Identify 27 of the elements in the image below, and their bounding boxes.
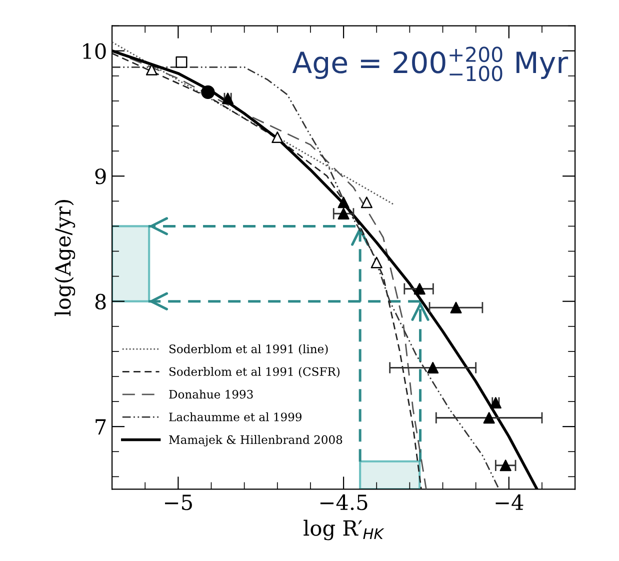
point: [450, 302, 462, 314]
point: [176, 56, 188, 68]
y-tick-label: 10: [83, 43, 106, 60]
point: [370, 256, 382, 268]
point: [483, 412, 495, 424]
legend-label: Soderblom et al 1991 (CSFR): [169, 367, 340, 378]
point: [427, 362, 439, 374]
y-tick-label: 9: [95, 168, 106, 184]
point: [360, 196, 372, 208]
point: [272, 131, 284, 144]
y-axis-title: log(Age/yr): [54, 200, 76, 316]
legend-label: Mamajek & Hillenbrand 2008: [169, 435, 342, 446]
point: [414, 283, 426, 295]
x-tick-label: −4.5: [320, 494, 368, 510]
y-tick-label: 7: [96, 419, 106, 434]
point: [201, 85, 215, 100]
y-tick-label: 8: [95, 294, 106, 310]
point: [338, 196, 350, 208]
annotation: Age = 200$^{+200}$$_{−100}$ Myr: [292, 46, 568, 82]
x-tick-label: −5: [165, 494, 192, 510]
point: [338, 208, 350, 220]
legend-label: Donahue 1993: [169, 390, 253, 399]
legend-label: Soderblom et al 1991 (line): [169, 344, 328, 355]
x-axis-title: log R′$_{HK}$: [304, 520, 384, 540]
point: [500, 460, 512, 472]
x-tick-label: −4: [496, 494, 524, 510]
legend-label: Lachaumme et al 1999: [169, 412, 302, 422]
